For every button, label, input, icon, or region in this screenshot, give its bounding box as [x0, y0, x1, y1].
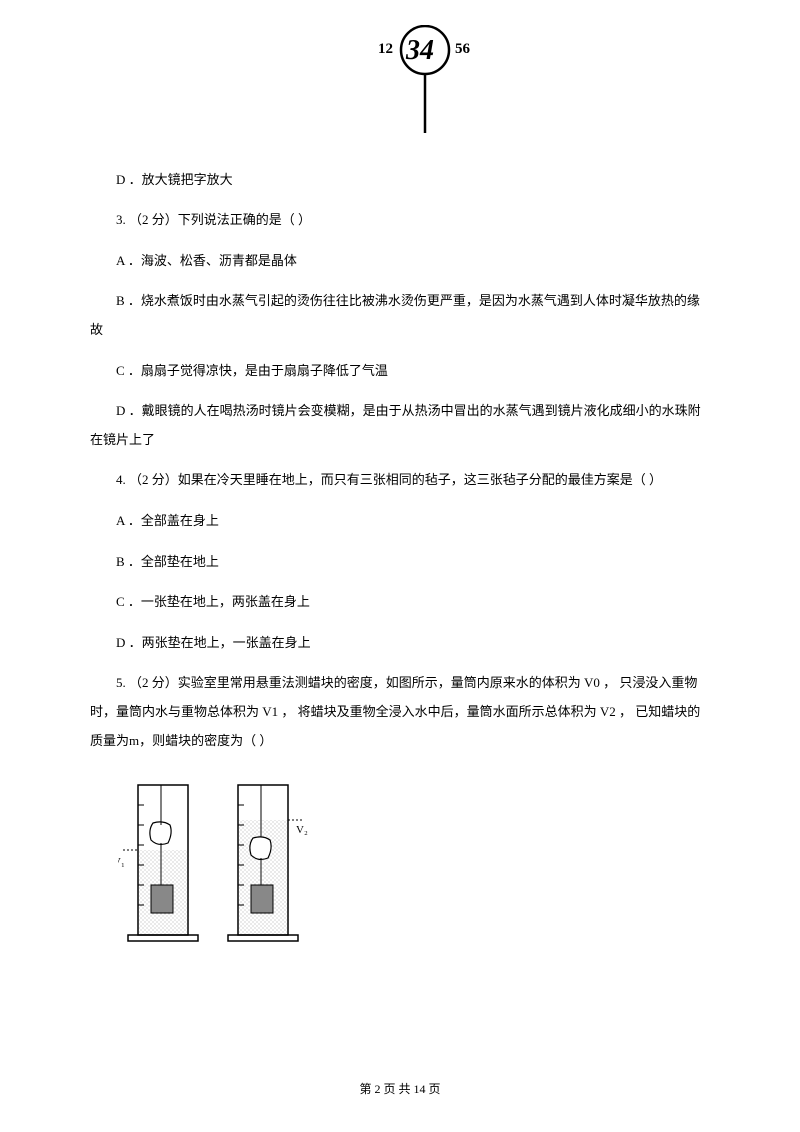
cylinder-right: V₂ — [228, 785, 308, 941]
magnifier-right-text: 56 — [455, 41, 471, 57]
q4-option-b: B ．全部垫在地上 — [90, 548, 710, 577]
q4-stem: 4. （2 分）如果在冷天里睡在地上，而只有三张相同的毡子，这三张毡子分配的最佳… — [90, 466, 710, 495]
magnifier-figure: 12 34 56 — [155, 25, 710, 156]
q3-option-d: D ．戴眼镜的人在喝热汤时镜片会变模糊，是由于从热汤中冒出的水蒸气遇到镜片液化成… — [90, 397, 710, 454]
q3-stem: 3. （2 分）下列说法正确的是（ ） — [90, 206, 710, 235]
v1-label: V₁ — [118, 856, 125, 868]
cylinder-left: V₁ — [118, 785, 198, 941]
q4-option-a: A ．全部盖在身上 — [90, 507, 710, 536]
q4-option-c: C ．一张垫在地上，两张盖在身上 — [90, 588, 710, 617]
magnifier-left-text: 12 — [378, 41, 393, 57]
q3-option-c: C ．扇扇子觉得凉快，是由于扇扇子降低了气温 — [90, 357, 710, 386]
q3-option-b: B ．烧水煮饭时由水蒸气引起的烫伤往往比被沸水烫伤更严重，是因为水蒸气遇到人体时… — [90, 287, 710, 344]
q3-option-a: A ．海波、松香、沥青都是晶体 — [90, 247, 710, 276]
cylinder-figure: V₁ V₂ — [118, 775, 710, 966]
q5-stem: 5. （2 分）实验室里常用悬重法测蜡块的密度，如图所示，量筒内原来水的体积为 … — [90, 669, 710, 755]
q4-option-d: D ．两张垫在地上，一张盖在身上 — [90, 629, 710, 658]
page-footer: 第 2 页 共 14 页 — [0, 1076, 800, 1102]
v2-label: V₂ — [296, 824, 308, 836]
q2-option-d: D ．放大镜把字放大 — [90, 166, 710, 195]
magnifier-inside-text: 34 — [405, 35, 434, 66]
